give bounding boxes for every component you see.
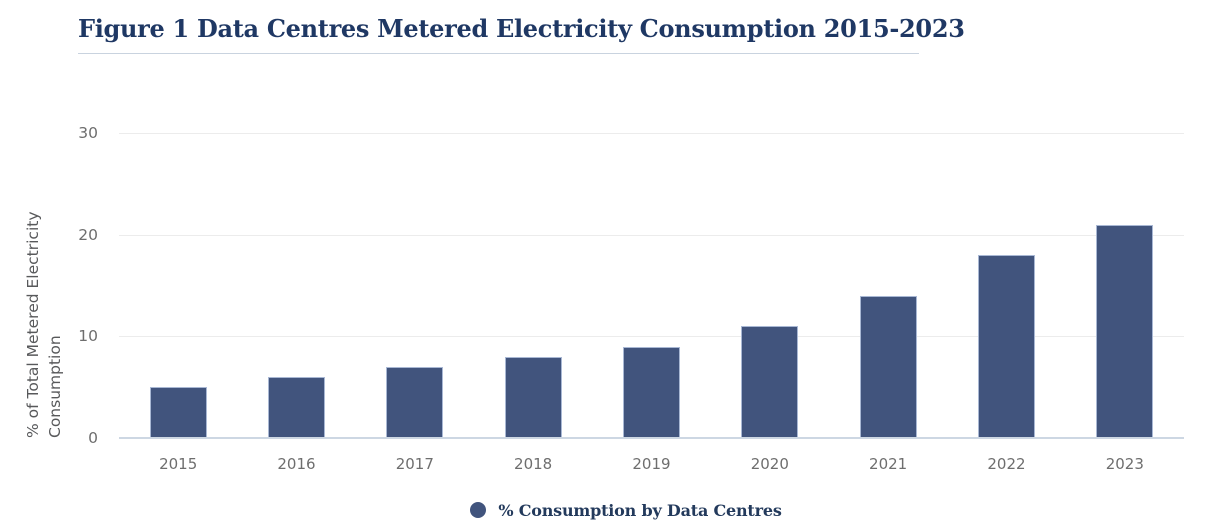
x-tick-label-2022: 2022 xyxy=(987,455,1026,473)
legend-item[interactable]: % Consumption by Data Centres xyxy=(40,497,1212,523)
x-tick-label-2016: 2016 xyxy=(277,455,316,473)
x-tick-label-2023: 2023 xyxy=(1105,455,1144,473)
bar-column-2020: 2020 xyxy=(711,133,829,473)
bar-2015[interactable] xyxy=(149,387,207,438)
title-underline xyxy=(78,53,919,54)
x-tick-label-2021: 2021 xyxy=(869,455,908,473)
y-tick-label-0: 0 xyxy=(88,429,98,447)
bar-column-2023: 2023 xyxy=(1066,133,1184,473)
bar-2021[interactable] xyxy=(859,295,917,438)
bar-column-2016: 2016 xyxy=(237,133,355,473)
legend-label: % Consumption by Data Centres xyxy=(498,500,782,520)
gridline-y20 xyxy=(119,234,1184,236)
bar-column-2015: 2015 xyxy=(119,133,237,473)
gridline-y30 xyxy=(119,133,1184,134)
bar-2023[interactable] xyxy=(1096,224,1154,438)
bar-column-2017: 2017 xyxy=(356,133,474,473)
y-tick-label-30: 30 xyxy=(78,124,98,142)
bar-column-2019: 2019 xyxy=(592,133,710,473)
gridline-y10 xyxy=(119,336,1184,338)
bar-column-2021: 2021 xyxy=(829,133,947,473)
x-tick-label-2017: 2017 xyxy=(395,455,434,473)
bar-2016[interactable] xyxy=(267,377,325,438)
x-tick-label-2015: 2015 xyxy=(159,455,198,473)
bar-column-2022: 2022 xyxy=(947,133,1065,473)
y-tick-label-20: 20 xyxy=(78,225,98,244)
x-tick-label-2019: 2019 xyxy=(632,455,671,473)
bar-2018[interactable] xyxy=(504,356,562,438)
y-tick-label-10: 10 xyxy=(78,327,98,346)
legend-marker-icon xyxy=(470,502,487,518)
bar-2019[interactable] xyxy=(622,346,680,438)
bar-2022[interactable] xyxy=(977,255,1035,438)
chart-title: Figure 1 Data Centres Metered Electricit… xyxy=(78,14,965,43)
bar-series: 2015 2016 2017 2018 2019 2020 2021 2022 2023 xyxy=(119,133,1184,473)
x-axis-baseline xyxy=(119,437,1184,439)
bar-column-2018: 2018 xyxy=(474,133,592,473)
plot-area: 2015 2016 2017 2018 2019 2020 2021 2022 2023 xyxy=(119,133,1184,473)
x-tick-label-2018: 2018 xyxy=(514,455,553,473)
bar-2017[interactable] xyxy=(386,366,444,438)
y-axis-tick-labels: 0 10 20 30 xyxy=(38,124,98,447)
x-tick-label-2020: 2020 xyxy=(750,455,789,473)
bar-2020[interactable] xyxy=(741,326,799,438)
